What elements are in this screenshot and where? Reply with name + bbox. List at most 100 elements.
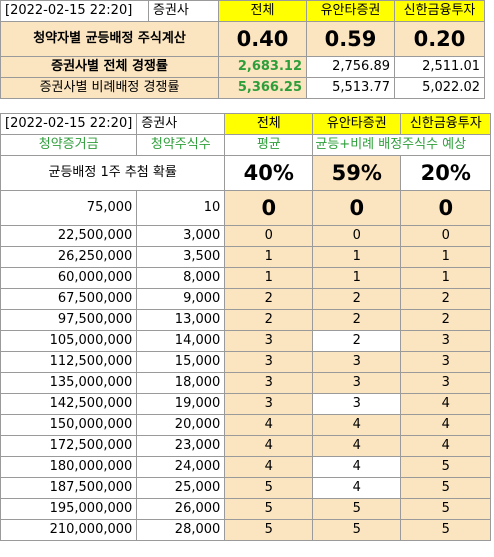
average-header[interactable]: 평균 bbox=[224, 134, 314, 156]
total-competition-yuanta[interactable]: 2,756.89 bbox=[306, 56, 395, 78]
value-cell-avg[interactable]: 4 bbox=[224, 414, 314, 436]
amount-header[interactable]: 청약증거금 bbox=[0, 134, 138, 156]
value-cell-yuanta[interactable]: 0 bbox=[312, 225, 402, 247]
value-cell-yuanta[interactable]: 2 bbox=[312, 330, 402, 352]
amount-cell[interactable]: 172,500,000 bbox=[0, 435, 138, 457]
value-cell-shinhan[interactable]: 3 bbox=[400, 330, 492, 352]
amount-cell[interactable]: 105,000,000 bbox=[0, 330, 138, 352]
value-cell-shinhan[interactable]: 5 bbox=[400, 519, 492, 541]
value-cell-yuanta[interactable]: 3 bbox=[312, 351, 402, 373]
value-cell-yuanta[interactable]: 4 bbox=[312, 414, 402, 436]
equal-allocation-label[interactable]: 청약자별 균등배정 주식계산 bbox=[0, 21, 219, 57]
value-cell-yuanta[interactable]: 0 bbox=[312, 190, 402, 226]
total-competition-total[interactable]: 2,683.12 bbox=[218, 56, 307, 78]
value-cell-yuanta[interactable]: 4 bbox=[312, 456, 402, 478]
value-cell-shinhan[interactable]: 0 bbox=[400, 225, 492, 247]
shares-cell[interactable]: 24,000 bbox=[136, 456, 226, 478]
amount-cell[interactable]: 195,000,000 bbox=[0, 498, 138, 520]
amount-cell[interactable]: 135,000,000 bbox=[0, 372, 138, 394]
shares-cell[interactable]: 3,000 bbox=[136, 225, 226, 247]
value-cell-yuanta[interactable]: 5 bbox=[312, 498, 402, 520]
shares-header[interactable]: 청약주식수 bbox=[136, 134, 226, 156]
value-cell-yuanta[interactable]: 4 bbox=[312, 477, 402, 499]
value-cell-yuanta[interactable]: 2 bbox=[312, 288, 402, 310]
shares-cell[interactable]: 18,000 bbox=[136, 372, 226, 394]
value-cell-avg[interactable]: 5 bbox=[224, 498, 314, 520]
shares-cell[interactable]: 20,000 bbox=[136, 414, 226, 436]
allocation-col-total[interactable]: 전체 bbox=[224, 113, 314, 135]
value-cell-yuanta[interactable]: 2 bbox=[312, 309, 402, 331]
proportional-competition-shinhan[interactable]: 5,022.02 bbox=[394, 77, 485, 99]
allocation-date-cell[interactable]: [2022-02-15 22:20] bbox=[0, 113, 138, 135]
value-cell-shinhan[interactable]: 5 bbox=[400, 498, 492, 520]
total-competition-label[interactable]: 증권사별 전체 경쟁률 bbox=[0, 56, 219, 78]
value-cell-avg[interactable]: 2 bbox=[224, 309, 314, 331]
total-competition-shinhan[interactable]: 2,511.01 bbox=[394, 56, 485, 78]
value-cell-yuanta[interactable]: 1 bbox=[312, 267, 402, 289]
shares-cell[interactable]: 19,000 bbox=[136, 393, 226, 415]
value-cell-shinhan[interactable]: 1 bbox=[400, 246, 492, 268]
shares-cell[interactable]: 10 bbox=[136, 190, 226, 226]
shares-cell[interactable]: 28,000 bbox=[136, 519, 226, 541]
value-cell-avg[interactable]: 4 bbox=[224, 456, 314, 478]
amount-cell[interactable]: 142,500,000 bbox=[0, 393, 138, 415]
shares-cell[interactable]: 14,000 bbox=[136, 330, 226, 352]
shares-cell[interactable]: 23,000 bbox=[136, 435, 226, 457]
value-cell-avg[interactable]: 2 bbox=[224, 288, 314, 310]
lottery-probability-total[interactable]: 40% bbox=[224, 155, 314, 191]
value-cell-shinhan[interactable]: 3 bbox=[400, 351, 492, 373]
amount-cell[interactable]: 187,500,000 bbox=[0, 477, 138, 499]
summary-label-cell[interactable]: 증권사 bbox=[148, 0, 219, 22]
value-cell-shinhan[interactable]: 5 bbox=[400, 456, 492, 478]
amount-cell[interactable]: 180,000,000 bbox=[0, 456, 138, 478]
value-cell-avg[interactable]: 3 bbox=[224, 330, 314, 352]
equal-allocation-shinhan[interactable]: 0.20 bbox=[394, 21, 485, 57]
value-cell-avg[interactable]: 3 bbox=[224, 372, 314, 394]
value-cell-avg[interactable]: 0 bbox=[224, 190, 314, 226]
value-cell-avg[interactable]: 0 bbox=[224, 225, 314, 247]
value-cell-shinhan[interactable]: 1 bbox=[400, 267, 492, 289]
summary-col-yuanta[interactable]: 유안타증권 bbox=[306, 0, 395, 22]
value-cell-avg[interactable]: 5 bbox=[224, 477, 314, 499]
value-cell-shinhan[interactable]: 2 bbox=[400, 288, 492, 310]
lottery-probability-yuanta[interactable]: 59% bbox=[312, 155, 402, 191]
shares-cell[interactable]: 13,000 bbox=[136, 309, 226, 331]
value-cell-yuanta[interactable]: 5 bbox=[312, 519, 402, 541]
value-cell-avg[interactable]: 3 bbox=[224, 393, 314, 415]
value-cell-avg[interactable]: 4 bbox=[224, 435, 314, 457]
shares-cell[interactable]: 3,500 bbox=[136, 246, 226, 268]
value-cell-avg[interactable]: 1 bbox=[224, 267, 314, 289]
value-cell-shinhan[interactable]: 5 bbox=[400, 477, 492, 499]
value-cell-yuanta[interactable]: 3 bbox=[312, 393, 402, 415]
amount-cell[interactable]: 22,500,000 bbox=[0, 225, 138, 247]
value-cell-avg[interactable]: 3 bbox=[224, 351, 314, 373]
lottery-probability-label[interactable]: 균등배정 1주 추첨 확률 bbox=[0, 155, 226, 191]
amount-cell[interactable]: 112,500,000 bbox=[0, 351, 138, 373]
proportional-competition-label[interactable]: 증권사별 비례배정 경쟁률 bbox=[0, 77, 219, 99]
value-cell-shinhan[interactable]: 4 bbox=[400, 435, 492, 457]
value-cell-shinhan[interactable]: 3 bbox=[400, 372, 492, 394]
value-cell-yuanta[interactable]: 3 bbox=[312, 372, 402, 394]
summary-date-cell[interactable]: [2022-02-15 22:20] bbox=[0, 0, 149, 22]
shares-cell[interactable]: 9,000 bbox=[136, 288, 226, 310]
allocation-label-cell[interactable]: 증권사 bbox=[136, 113, 226, 135]
value-cell-shinhan[interactable]: 2 bbox=[400, 309, 492, 331]
amount-cell[interactable]: 210,000,000 bbox=[0, 519, 138, 541]
shares-cell[interactable]: 15,000 bbox=[136, 351, 226, 373]
value-cell-shinhan[interactable]: 4 bbox=[400, 414, 492, 436]
amount-cell[interactable]: 75,000 bbox=[0, 190, 138, 226]
shares-cell[interactable]: 8,000 bbox=[136, 267, 226, 289]
proportional-competition-yuanta[interactable]: 5,513.77 bbox=[306, 77, 395, 99]
proportional-competition-total[interactable]: 5,366.25 bbox=[218, 77, 307, 99]
equal-allocation-yuanta[interactable]: 0.59 bbox=[306, 21, 395, 57]
value-cell-yuanta[interactable]: 1 bbox=[312, 246, 402, 268]
value-cell-avg[interactable]: 5 bbox=[224, 519, 314, 541]
expected-shares-note[interactable]: 각 균등+비례 배정주식수 예상 bbox=[312, 134, 492, 156]
amount-cell[interactable]: 26,250,000 bbox=[0, 246, 138, 268]
summary-col-total[interactable]: 전체 bbox=[218, 0, 307, 22]
value-cell-shinhan[interactable]: 0 bbox=[400, 190, 492, 226]
equal-allocation-total[interactable]: 0.40 bbox=[218, 21, 307, 57]
summary-col-shinhan[interactable]: 신한금융투자 bbox=[394, 0, 485, 22]
lottery-probability-shinhan[interactable]: 20% bbox=[400, 155, 492, 191]
allocation-col-shinhan[interactable]: 신한금융투자 bbox=[400, 113, 492, 135]
